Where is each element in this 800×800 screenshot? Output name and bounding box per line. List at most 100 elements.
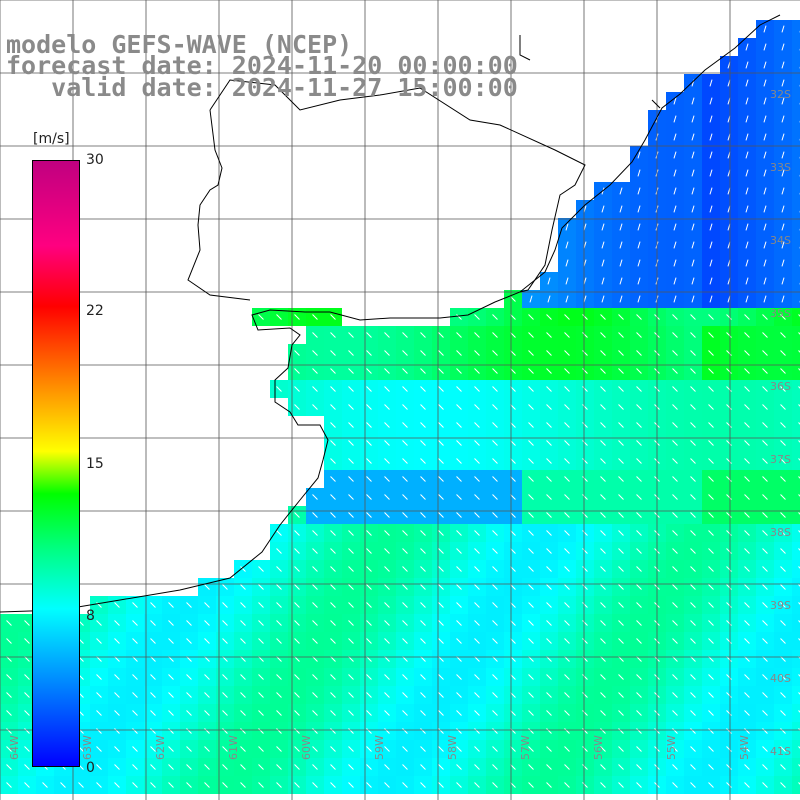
wind-arrow	[492, 602, 498, 608]
wind-arrow	[636, 494, 642, 500]
wind-cell	[792, 434, 800, 452]
wind-arrow	[474, 530, 480, 536]
wind-arrow	[636, 728, 642, 734]
wind-arrow	[294, 548, 300, 554]
wind-arrow	[546, 764, 552, 770]
wind-arrow	[348, 476, 354, 482]
wind-arrow	[240, 638, 246, 644]
wind-arrow	[690, 602, 696, 608]
lat-label: 39S	[770, 599, 791, 612]
wind-arrow	[762, 350, 768, 356]
wind-arrow	[528, 674, 534, 680]
wind-arrow	[384, 746, 390, 752]
wind-arrow	[564, 350, 570, 356]
wind-arrow	[186, 728, 192, 734]
wind-arrow	[798, 422, 800, 425]
wind-arrow	[780, 332, 786, 338]
wind-arrow	[618, 566, 624, 572]
wind-arrow	[78, 782, 84, 788]
wind-arrow	[582, 350, 588, 356]
wind-arrow	[294, 350, 300, 356]
wind-arrow	[618, 764, 624, 770]
wind-arrow	[474, 728, 480, 734]
wind-arrow	[438, 728, 444, 734]
wind-arrow	[240, 782, 246, 788]
wind-arrow	[438, 386, 444, 392]
wind-arrow	[582, 512, 588, 518]
wind-arrow	[691, 151, 695, 159]
wind-arrow	[762, 512, 768, 518]
wind-arrow	[474, 314, 480, 320]
wind-arrow	[294, 386, 300, 392]
wind-arrow	[762, 368, 768, 374]
wind-arrow	[726, 692, 732, 698]
wind-arrow	[240, 764, 246, 770]
wind-arrow	[348, 422, 354, 428]
wind-arrow	[672, 458, 678, 464]
wind-arrow	[438, 638, 444, 644]
wind-arrow	[474, 548, 480, 554]
wind-arrow	[709, 241, 713, 249]
wind-cell	[792, 290, 800, 308]
wind-arrow	[564, 638, 570, 644]
wind-arrow	[636, 512, 642, 518]
wind-arrow	[763, 115, 767, 123]
wind-arrow	[348, 548, 354, 554]
wind-arrow	[690, 584, 696, 590]
wind-arrow	[312, 710, 318, 716]
wind-arrow	[330, 476, 336, 482]
wind-arrow	[150, 638, 156, 644]
wind-arrow	[672, 602, 678, 608]
wind-arrow	[745, 61, 749, 69]
wind-arrow	[798, 674, 800, 677]
wind-arrow	[618, 404, 624, 410]
wind-arrow	[745, 187, 749, 195]
wind-cell	[792, 452, 800, 470]
wind-arrow	[168, 692, 174, 698]
wind-arrow	[744, 314, 750, 320]
wind-arrow	[601, 223, 605, 231]
wind-arrow	[456, 746, 462, 752]
wind-arrow	[600, 440, 606, 446]
wind-arrow	[420, 422, 426, 428]
wind-arrow	[690, 458, 696, 464]
wind-cell	[792, 398, 800, 416]
wind-arrow	[690, 548, 696, 554]
wind-arrow	[582, 710, 588, 716]
wind-arrow	[492, 620, 498, 626]
wind-arrow	[744, 620, 750, 626]
wind-arrow	[709, 79, 713, 87]
wind-arrow	[744, 476, 750, 482]
wind-arrow	[763, 133, 767, 141]
wind-arrow	[637, 241, 641, 249]
wind-arrow	[762, 638, 768, 644]
wind-arrow	[763, 259, 767, 267]
wind-arrow	[762, 692, 768, 698]
wind-arrow	[708, 458, 714, 464]
wind-cell	[792, 182, 800, 200]
wind-arrow	[330, 620, 336, 626]
wind-arrow	[708, 746, 714, 752]
wind-arrow	[222, 728, 228, 734]
wind-cell	[792, 560, 800, 578]
wind-arrow	[600, 494, 606, 500]
wind-arrow	[780, 368, 786, 374]
wind-arrow	[420, 350, 426, 356]
wind-arrow	[42, 782, 48, 788]
wind-arrow	[690, 728, 696, 734]
wind-arrow	[781, 295, 785, 303]
wind-arrow	[546, 314, 552, 320]
wind-arrow	[708, 602, 714, 608]
wind-cell	[792, 506, 800, 524]
wind-arrow	[690, 386, 696, 392]
wind-arrow	[294, 404, 300, 410]
wind-arrow	[601, 205, 605, 213]
wind-arrow	[384, 584, 390, 590]
wind-arrow	[474, 332, 480, 338]
wind-arrow	[745, 277, 749, 285]
wind-arrow	[745, 295, 749, 303]
wind-arrow	[96, 746, 102, 752]
wind-arrow	[636, 440, 642, 446]
wind-arrow	[474, 350, 480, 356]
wind-arrow	[456, 314, 462, 320]
